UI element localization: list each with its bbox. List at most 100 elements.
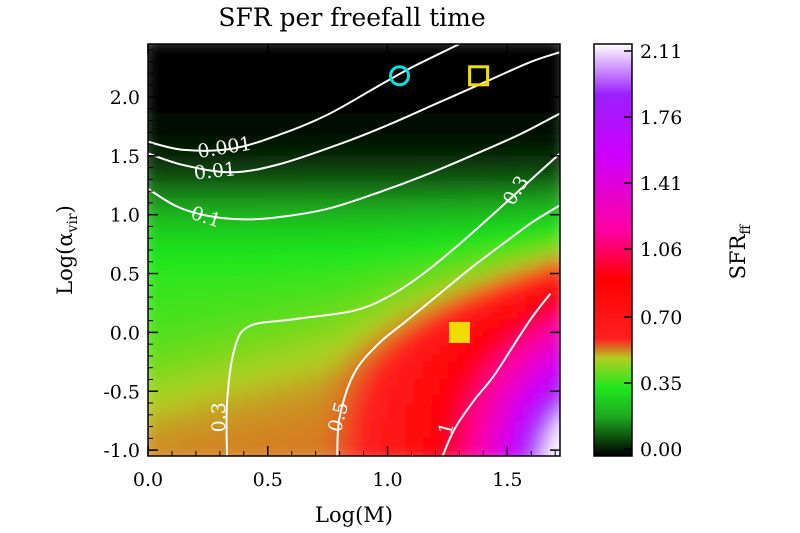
heat-cell: [268, 370, 278, 380]
heat-cell: [448, 86, 458, 97]
heat-cell: [405, 172, 415, 182]
heat-cell: [542, 138, 553, 148]
heat-cell: [225, 121, 235, 131]
heat-cell: [560, 327, 569, 336]
heat-cell: [405, 370, 415, 380]
heat-cell: [422, 258, 432, 268]
heat-cell: [508, 430, 518, 440]
heat-cell: [379, 198, 389, 208]
heat-cell: [190, 69, 201, 79]
heat-cell: [474, 52, 484, 62]
heat-cell: [405, 189, 415, 200]
heat-cell: [422, 189, 432, 200]
heat-cell: [319, 447, 329, 456]
heat-cell: [311, 181, 321, 191]
heat-cell: [233, 215, 244, 225]
heat-cell: [542, 189, 553, 200]
heat-cell: [190, 361, 201, 371]
heat-cell: [165, 370, 175, 380]
heat-cell: [551, 52, 560, 62]
heat-cell: [517, 430, 527, 440]
heat-cell: [148, 335, 149, 346]
heat-cell: [225, 404, 235, 414]
heat-cell: [499, 335, 510, 346]
heat-cell: [362, 335, 372, 346]
heat-cell: [560, 190, 569, 199]
heat-cell: [405, 232, 415, 243]
heat-cell: [200, 456, 209, 465]
heat-cell: [259, 327, 269, 337]
heat-cell: [379, 258, 389, 268]
heat-cell: [233, 44, 244, 54]
heat-cell: [560, 284, 569, 293]
heat-cell: [336, 164, 347, 174]
heat-cell: [345, 456, 354, 465]
heat-cell: [156, 395, 166, 406]
heat-cell: [508, 224, 518, 234]
heat-cell: [371, 147, 381, 157]
x-axis-label: Log(M): [315, 503, 393, 527]
heat-cell: [388, 52, 398, 62]
heat-cell: [182, 181, 192, 191]
heat-cell: [354, 378, 364, 388]
heat-cell: [311, 284, 321, 294]
heat-cell: [542, 95, 553, 105]
heat-cell: [285, 250, 295, 260]
heat-cell: [482, 353, 492, 363]
heat-cell: [508, 104, 518, 114]
heat-cell: [491, 61, 501, 71]
heat-cell: [199, 52, 209, 62]
heat-cell: [465, 318, 475, 328]
heat-cell: [336, 44, 347, 45]
heat-cell: [148, 258, 149, 268]
heat-cell: [319, 413, 329, 423]
heat-cell: [233, 155, 244, 165]
heat-cell: [542, 129, 553, 140]
heat-cell: [457, 430, 467, 440]
heat-cell: [173, 447, 183, 456]
heat-cell: [165, 447, 175, 456]
heat-cell: [508, 138, 518, 148]
heat-cell: [156, 44, 166, 45]
heat-cell: [319, 155, 329, 165]
heat-cell: [371, 104, 381, 114]
heat-cell: [388, 404, 398, 414]
heat-cell: [551, 69, 560, 79]
heat-cell: [156, 361, 166, 371]
heat-cell: [457, 198, 467, 208]
heat-cell: [448, 447, 458, 456]
heat-cell: [259, 155, 269, 165]
heat-cell: [319, 95, 329, 105]
heat-cell: [336, 52, 347, 62]
heat-cell: [268, 181, 278, 191]
heat-cell: [560, 173, 569, 182]
heat-cell: [165, 52, 175, 62]
heat-cell: [148, 69, 149, 79]
heat-cell: [285, 421, 295, 431]
x-tick-label: 1.0: [372, 469, 402, 491]
heat-cell: [251, 361, 261, 371]
heat-cell: [525, 284, 535, 294]
heat-cell: [336, 61, 347, 71]
heat-cell: [431, 361, 441, 371]
heat-cell: [345, 138, 355, 148]
heat-cell: [560, 61, 569, 70]
heat-cell: [293, 353, 304, 363]
heat-cell: [311, 310, 321, 320]
heat-cell: [328, 404, 338, 414]
heat-cell: [173, 421, 183, 431]
heat-cell: [508, 447, 518, 456]
heat-cell: [199, 138, 209, 148]
heat-cell: [233, 447, 244, 456]
heat-cell: [345, 181, 355, 191]
heat-cell: [491, 430, 501, 440]
heat-cell: [336, 353, 347, 363]
heat-cell: [251, 147, 261, 157]
heat-cell: [362, 344, 372, 354]
heat-cell: [517, 155, 527, 165]
heat-cell: [499, 258, 510, 268]
heat-cell: [388, 456, 397, 465]
heat-cell: [182, 155, 192, 165]
heat-cell: [319, 421, 329, 431]
heat-cell: [388, 267, 398, 277]
